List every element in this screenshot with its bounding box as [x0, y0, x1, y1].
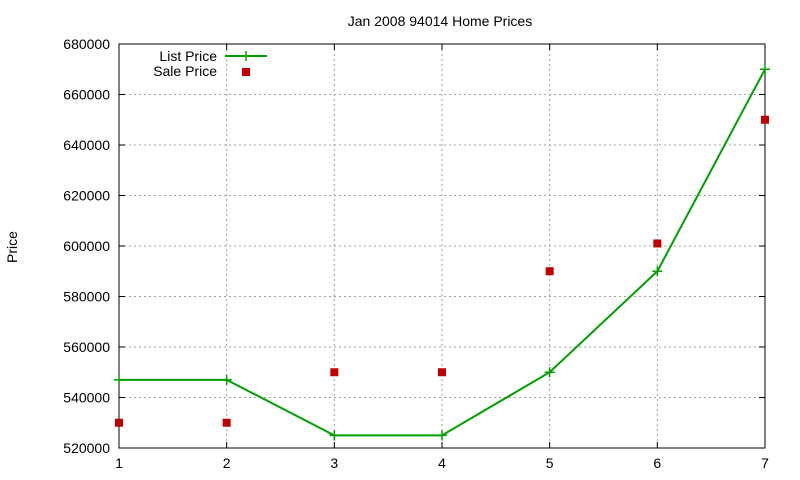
x-tick-label: 7	[761, 455, 769, 471]
axes	[118, 43, 766, 449]
list-price-point	[114, 374, 124, 385]
x-tick-label: 3	[330, 455, 338, 471]
sale-price-point	[115, 418, 123, 427]
y-tick-label: 620000	[63, 188, 110, 204]
legend-marker-list-price	[241, 51, 251, 61]
y-tick-label: 660000	[63, 87, 110, 103]
sale-price-point	[222, 418, 231, 427]
y-tick-label: 680000	[63, 36, 110, 52]
x-tick-label: 6	[653, 455, 661, 471]
y-tick-label: 560000	[63, 339, 110, 355]
legend-label-sale-price: Sale Price	[153, 63, 217, 79]
sale-price-point	[438, 368, 446, 377]
plot-border	[118, 43, 766, 449]
y-axis-label: Price	[4, 231, 20, 263]
y-tick-label: 600000	[63, 238, 110, 254]
sale-price-point	[653, 239, 662, 248]
y-tick-label: 520000	[63, 440, 110, 456]
chart-title: Jan 2008 94014 Home Prices	[348, 13, 532, 29]
grid	[119, 44, 765, 448]
sale-price-point	[761, 115, 769, 124]
x-tick-label: 2	[223, 455, 231, 471]
x-tick-label: 4	[438, 455, 446, 471]
y-tick-label: 540000	[63, 390, 110, 406]
legend-marker-sale-price	[242, 68, 250, 76]
x-tick-label: 5	[546, 455, 554, 471]
sale-price-point	[545, 267, 554, 276]
sale-price-point	[330, 368, 339, 377]
y-tick-label: 580000	[63, 289, 110, 305]
y-tick-label: 640000	[63, 137, 110, 153]
list-price-point	[437, 430, 447, 441]
list-price-point	[652, 266, 663, 277]
list-price-point	[329, 430, 340, 441]
legend-label-list-price: List Price	[159, 48, 217, 64]
list-price-point	[760, 64, 770, 75]
tick-labels: 520000 540000 560000 580000 600000 620000 6400…	[63, 36, 769, 471]
x-tick-label: 1	[115, 455, 123, 471]
series	[114, 64, 770, 441]
list-price-point	[221, 374, 232, 385]
list-price-point	[544, 367, 555, 378]
